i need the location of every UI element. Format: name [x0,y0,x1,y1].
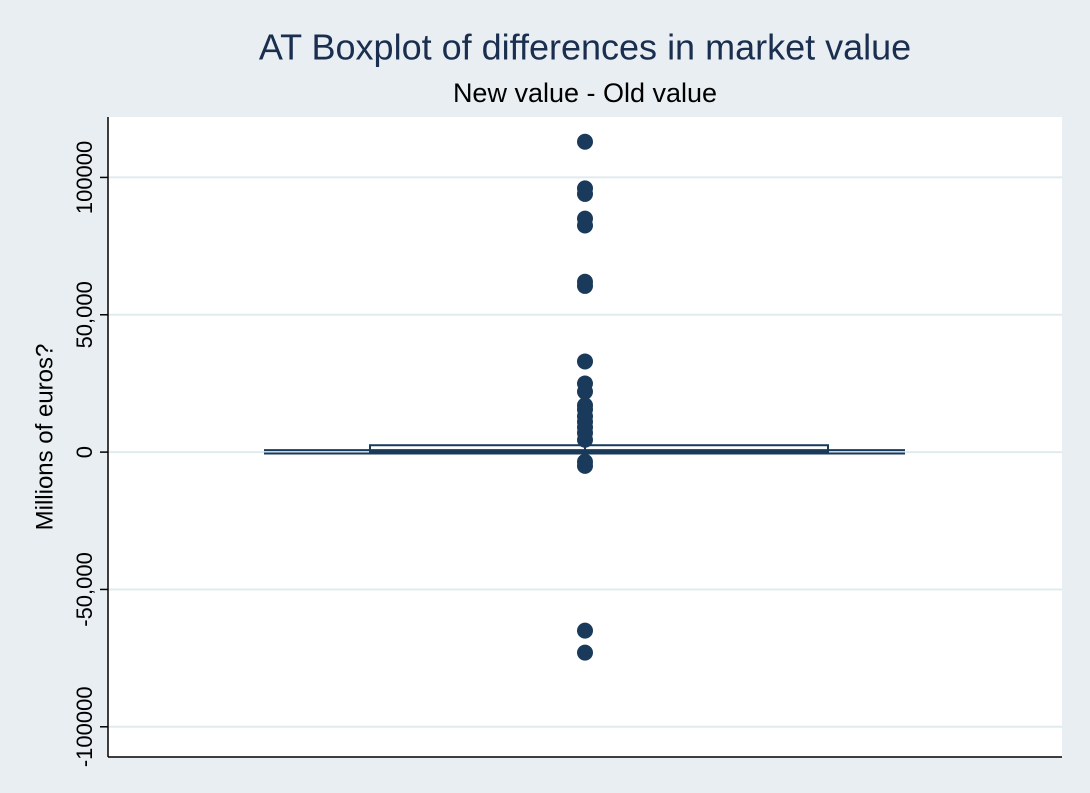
y-tick-label: -50,000 [72,552,97,627]
outlier [577,133,593,150]
y-tick-label: 0 [72,446,97,458]
outlier [577,353,593,370]
y-tick-label: 100000 [72,141,97,214]
chart-title: AT Boxplot of differences in market valu… [259,27,911,68]
outlier [577,622,593,639]
chart-subtitle: New value - Old value [453,78,717,108]
outlier [577,185,593,202]
outlier [577,383,593,400]
outlier [577,217,593,234]
outlier [577,277,593,294]
outlier [577,457,593,474]
y-tick-label: -100000 [72,686,97,767]
y-axis-label: Millions of euros? [31,344,58,531]
y-tick-label: 50,000 [72,281,97,348]
outlier [577,644,593,661]
outlier [577,431,593,448]
